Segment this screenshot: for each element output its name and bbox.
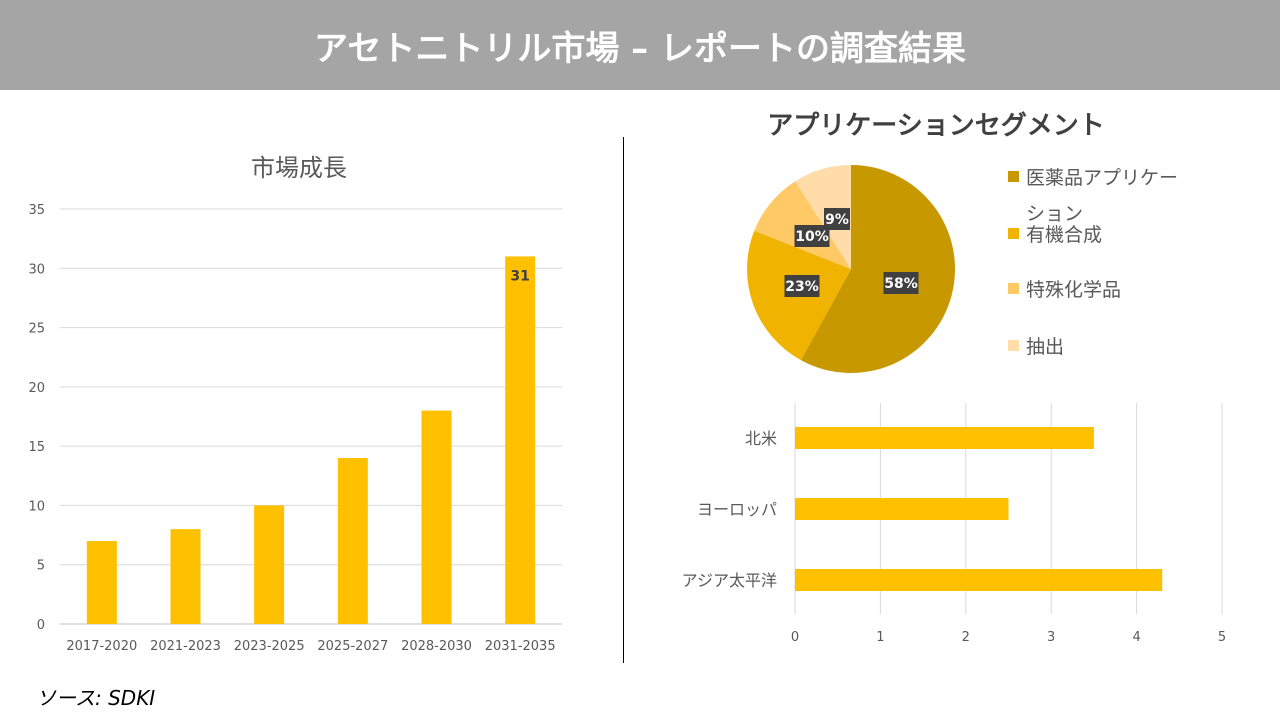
bar [795, 569, 1163, 591]
legend-swatch [1008, 340, 1019, 351]
data-label: 58% [884, 276, 918, 292]
bar [795, 427, 1094, 449]
data-label: 31 [510, 268, 529, 284]
y-tick-label: 20 [28, 381, 45, 396]
legend-label: 特殊化学品 [1026, 279, 1121, 301]
x-tick-label: 2025-2027 [317, 639, 388, 654]
y-tick-label: ヨーロッパ [697, 500, 777, 519]
bar [421, 410, 452, 624]
divider [623, 137, 624, 663]
growth-chart-title: 市場成長 [251, 154, 347, 182]
legend-label: 抽出 [1026, 336, 1064, 358]
bar [505, 256, 536, 624]
y-tick-label: 北米 [745, 429, 777, 448]
data-label: 9% [825, 212, 849, 228]
x-tick-label: 3 [1047, 630, 1055, 645]
y-tick-label: アジア太平洋 [682, 571, 777, 590]
bar [795, 498, 1009, 520]
y-tick-label: 0 [37, 618, 45, 633]
y-tick-label: 5 [37, 559, 45, 574]
x-tick-label: 2 [962, 630, 970, 645]
pie-slice [800, 165, 955, 374]
data-label-box [794, 225, 830, 247]
x-tick-label: 4 [1132, 630, 1140, 645]
source-note: ソース: SDKI [36, 686, 156, 710]
pie-chart-title: アプリケーションセグメント [767, 111, 1104, 141]
bar [86, 541, 117, 624]
pie-slice [795, 165, 851, 269]
legend-label-cont: ション [1026, 203, 1083, 225]
bar [170, 529, 201, 624]
y-tick-label: 10 [28, 499, 45, 514]
x-tick-label: 2021-2023 [150, 639, 221, 654]
x-tick-label: 2028-2030 [401, 639, 472, 654]
x-tick-label: 2031-2035 [485, 639, 556, 654]
data-label: 10% [795, 229, 829, 245]
bar [337, 458, 368, 624]
data-label-box [824, 208, 850, 230]
x-tick-label: 1 [876, 630, 884, 645]
y-tick-label: 15 [28, 440, 45, 455]
x-tick-label: 2023-2025 [234, 639, 305, 654]
legend-swatch [1008, 228, 1019, 239]
legend-swatch [1008, 171, 1019, 182]
legend-swatch [1008, 283, 1019, 294]
y-tick-label: 35 [28, 203, 45, 218]
legend-label: 医薬品アプリケー [1026, 167, 1178, 189]
y-tick-label: 25 [28, 322, 45, 337]
legend-label: 有機合成 [1026, 224, 1102, 246]
data-label-box [883, 272, 919, 294]
data-label-box [784, 275, 820, 297]
data-label: 23% [785, 279, 819, 295]
page-title: アセトニトリル市場 – レポートの調査結果 [0, 0, 1280, 90]
bar [254, 505, 285, 624]
x-tick-label: 0 [791, 630, 799, 645]
y-tick-label: 30 [28, 262, 45, 277]
x-tick-label: 2017-2020 [66, 639, 137, 654]
x-tick-label: 5 [1218, 630, 1226, 645]
